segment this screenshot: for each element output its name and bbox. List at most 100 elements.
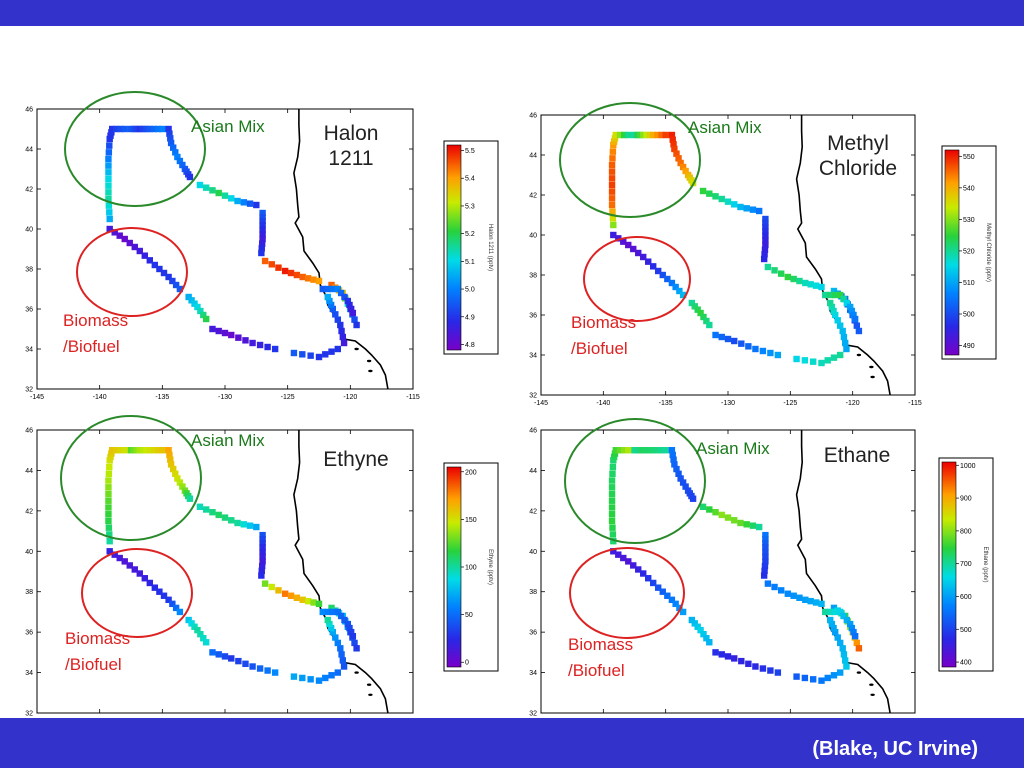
track-point	[105, 149, 113, 156]
track-point	[179, 483, 186, 490]
track-point	[699, 187, 707, 195]
island	[354, 671, 359, 674]
track-point	[610, 231, 617, 239]
track-point	[116, 232, 123, 239]
track-point	[677, 159, 684, 167]
track-point	[731, 655, 738, 662]
track-point	[675, 470, 682, 477]
track-point	[625, 241, 632, 249]
track-point	[625, 131, 632, 139]
track-point	[762, 227, 769, 235]
track-point	[689, 179, 697, 187]
y-tick-label: 34	[25, 670, 33, 677]
track-point	[752, 663, 759, 670]
track-point	[668, 279, 676, 287]
track-point	[146, 447, 153, 454]
track-point	[259, 553, 266, 560]
track-point	[106, 531, 113, 538]
track-point	[706, 639, 713, 646]
track-point	[834, 317, 841, 324]
track-point	[165, 125, 172, 133]
colorbar	[446, 466, 462, 668]
island	[869, 683, 874, 686]
track-point	[822, 291, 829, 299]
track-point	[334, 316, 341, 323]
track-point	[299, 351, 306, 358]
track-point	[139, 447, 147, 454]
track-point	[209, 509, 216, 516]
track-point	[337, 289, 345, 297]
track-point	[209, 187, 216, 194]
y-tick-label: 36	[529, 313, 537, 320]
track-point	[658, 131, 665, 139]
island	[368, 693, 373, 697]
track-point	[608, 181, 616, 189]
track-point	[801, 674, 809, 682]
track-point	[807, 597, 814, 605]
track-point	[731, 337, 738, 345]
asian-mix-circle	[559, 102, 701, 218]
track-point	[640, 253, 647, 261]
track-point	[126, 562, 133, 569]
track-point	[271, 669, 279, 676]
track-point	[703, 317, 710, 325]
y-tick-label: 40	[529, 549, 537, 556]
track-point	[221, 192, 229, 199]
track-point	[108, 450, 115, 457]
track-point	[209, 649, 216, 656]
track-point	[160, 592, 168, 599]
track-point	[106, 457, 113, 464]
track-point	[106, 463, 113, 471]
biofuel-label: /Biofuel	[571, 339, 628, 358]
track-point	[150, 447, 158, 454]
track-point	[186, 495, 194, 502]
track-point	[846, 303, 854, 311]
track-point	[706, 506, 713, 513]
asian-mix-label: Asian Mix	[688, 118, 762, 137]
track-point	[724, 514, 732, 521]
track-point	[611, 450, 619, 457]
track-point	[620, 238, 627, 245]
track-point	[259, 226, 266, 233]
species-title: Halon	[324, 122, 379, 145]
track-point	[146, 579, 153, 587]
track-point	[228, 331, 235, 339]
track-point	[111, 551, 118, 558]
y-tick-label: 46	[25, 428, 33, 435]
track-point	[793, 355, 800, 363]
track-point	[287, 269, 295, 277]
biofuel-label: /Biofuel	[65, 655, 122, 674]
track-point	[261, 257, 269, 265]
track-point	[136, 447, 143, 454]
x-tick-label: -120	[846, 400, 860, 407]
credit-text: (Blake, UC Irvine)	[812, 738, 978, 760]
x-tick-label: -135	[155, 394, 169, 401]
asian-mix-label: Asian Mix	[696, 439, 770, 458]
track-point	[143, 125, 150, 133]
track-point	[675, 155, 682, 162]
track-point	[762, 553, 769, 560]
track-point	[697, 309, 704, 317]
track-point	[840, 651, 848, 658]
colorbar-tick-label: 4.8	[465, 342, 475, 349]
track-point	[172, 149, 179, 156]
x-tick-label: -145	[534, 400, 548, 407]
track-point	[105, 490, 112, 498]
track-point	[830, 672, 838, 679]
asian-mix-circle	[564, 418, 706, 544]
colorbar-tick-label: 200	[465, 469, 477, 476]
track-point	[762, 215, 769, 223]
track-point	[166, 130, 173, 137]
colorbar-tick-label: 530	[963, 217, 975, 224]
track-point	[107, 132, 114, 139]
track-point	[121, 125, 128, 133]
track-point	[682, 167, 689, 175]
track-point	[116, 554, 123, 562]
track-point	[699, 503, 707, 511]
track-point	[340, 663, 348, 670]
track-point	[121, 447, 128, 454]
track-point	[281, 590, 289, 597]
track-point	[837, 291, 844, 299]
track-point	[329, 628, 336, 636]
track-point	[136, 247, 143, 255]
